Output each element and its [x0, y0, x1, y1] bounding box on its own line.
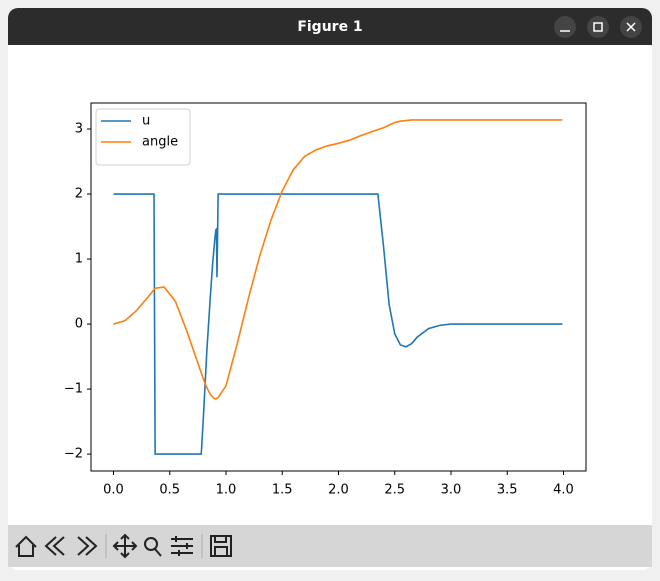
- toolbar: [8, 525, 652, 567]
- y-tick-label: 2: [75, 187, 83, 202]
- legend-box: [95, 108, 191, 166]
- y-tick-label: 3: [75, 122, 83, 137]
- x-tick-label: 2.5: [384, 483, 405, 498]
- minimize-button[interactable]: [554, 16, 576, 38]
- x-tick-label: 2.0: [328, 483, 349, 498]
- x-tick-label: 4.0: [553, 483, 574, 498]
- y-tick-label: −2: [64, 447, 83, 462]
- x-tick-label: 3.5: [497, 483, 518, 498]
- x-tick-label: 0.0: [103, 483, 124, 498]
- legend-label: u: [142, 114, 150, 129]
- save-button[interactable]: [210, 535, 232, 557]
- toolbar-buttons: [15, 533, 232, 559]
- series-line: [113, 193, 563, 455]
- series-line: [113, 119, 563, 400]
- y-tick-label: 1: [75, 252, 83, 267]
- legend-label: angle: [142, 135, 178, 150]
- y-tick-label: 0: [75, 317, 83, 332]
- y-tick-label: −1: [64, 382, 83, 397]
- x-tick-label: 1.5: [272, 483, 293, 498]
- x-tick-label: 0.5: [159, 483, 180, 498]
- zoom-button[interactable]: [144, 537, 162, 557]
- x-tick-label: 1.0: [216, 483, 237, 498]
- maximize-icon: [593, 22, 603, 32]
- forward-button[interactable]: [77, 536, 98, 556]
- home-button[interactable]: [15, 535, 37, 557]
- window-title: Figure 1: [297, 19, 362, 35]
- title-bar: [8, 8, 652, 45]
- close-icon: [626, 22, 636, 32]
- pan-button[interactable]: [112, 533, 138, 559]
- configure-button[interactable]: [171, 536, 193, 556]
- x-tick-label: 3.0: [441, 483, 462, 498]
- back-button[interactable]: [44, 536, 65, 556]
- maximize-button[interactable]: [587, 16, 609, 38]
